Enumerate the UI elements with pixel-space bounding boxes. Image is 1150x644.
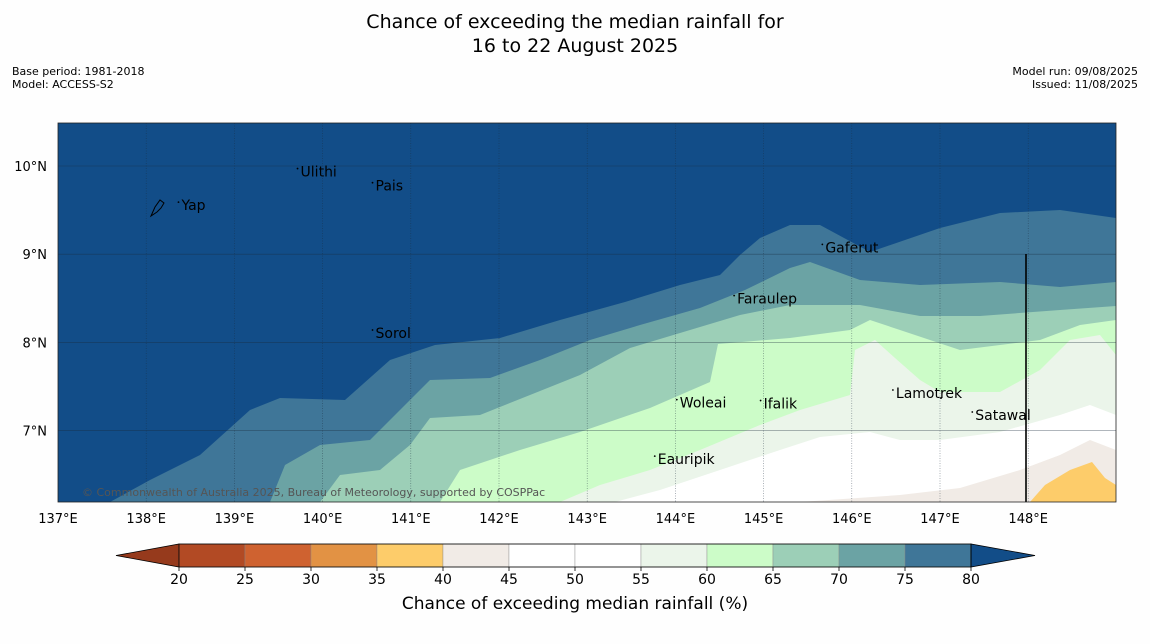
colorbar-tick-label: 55 [632,572,650,588]
longitude-label: 145°E [744,512,784,527]
latitude-label: 10°N [14,160,47,175]
island-marker [371,329,374,331]
place-label: Eauripik [658,452,716,468]
island-marker [371,181,374,184]
colorbar-tick-label: 60 [698,572,716,588]
colorbar-segment [310,543,378,568]
colorbar-tick-label: 75 [896,572,914,588]
place-label: Pais [376,179,404,195]
model-name: Model: ACCESS-S2 [12,78,114,91]
place-label: Lamotrek [896,386,963,402]
place-label: Sorol [376,326,411,342]
longitude-label: 146°E [832,512,872,527]
colorbar: 20 25 30 35 40 45 50 55 60 65 70 75 80 [115,543,1036,588]
base-period: Base period: 1981-2018 [12,65,145,78]
colorbar-tick-label: 70 [830,572,848,588]
longitude-label: 137°E [38,512,78,527]
colorbar-segment [706,543,774,568]
colorbar-segment [772,543,840,568]
island-marker [733,294,736,297]
island-marker [675,398,678,401]
colorbar-segment [508,543,576,568]
longitude-label: 148°E [1008,512,1048,527]
place-markers: Ulithi Pais Yap Gaferut Faraulep Sorol Lamotre… [149,165,1031,468]
place-label: Faraulep [737,292,797,308]
island-marker [653,455,656,458]
colorbar-tick-label: 35 [368,572,386,588]
colorbar-tick-label: 65 [764,572,782,588]
colorbar-tick-label: 30 [302,572,320,588]
colorbar-tick-label: 20 [170,572,188,588]
title-line-2: 16 to 22 August 2025 [471,35,679,57]
longitude-label: 147°E [920,512,960,527]
colorbar-segment [574,543,642,568]
longitude-label: 144°E [656,512,696,527]
longitude-label: 139°E [215,512,255,527]
band-45-55 [615,405,1116,502]
longitude-labels: 137°E 138°E 139°E 140°E 141°E 142°E 143°E 144°E… [38,512,1048,527]
island-marker [971,411,974,413]
longitude-label: 141°E [391,512,431,527]
meta-left: Base period: 1981-2018 Model: ACCESS-S2 [12,65,144,91]
model-run: Model run: 09/08/2025 [1012,65,1138,78]
longitude-label: 140°E [303,512,343,527]
band-40-45 [800,440,1116,502]
colorbar-segment [178,543,246,568]
island-marker [821,243,824,246]
island-marker [296,167,299,170]
band-35-40 [1030,462,1116,502]
longitude-label: 142°E [479,512,519,527]
colorbar-segment [640,543,708,568]
colorbar-tick-label: 25 [236,572,254,588]
colorbar-segment [376,543,444,568]
colorbar-label: Chance of exceeding median rainfall (%) [401,594,749,614]
longitude-label: 138°E [126,512,166,527]
colorbar-tick-label: 80 [962,572,980,588]
colorbar-segment [442,543,510,568]
island-marker [759,399,762,402]
contour-fields [58,123,1116,502]
colorbar-segment [904,543,972,568]
map-title: Chance of exceeding the median rainfall … [0,10,1150,58]
latitude-label: 9°N [23,248,48,263]
latitude-label: 7°N [23,425,48,440]
latitude-label: 8°N [23,336,48,351]
colorbar-segment [838,543,906,568]
map-frame [57,122,1117,503]
meta-right: Model run: 09/08/2025 Issued: 11/08/2025 [1012,65,1138,91]
colorbar-under-arrow [115,543,180,568]
colorbar-tick-label: 50 [566,572,584,588]
place-label: Ifalik [764,397,798,413]
place-label: Yap [180,198,205,214]
colorbar-tick-label: 45 [500,572,518,588]
island-marker [940,397,942,399]
island-marker [892,389,894,391]
graticule [58,123,1116,502]
longitude-label: 143°E [567,512,607,527]
place-label: Woleai [680,396,727,412]
copyright-text: © Commonwealth of Australia 2025, Bureau… [82,486,545,499]
place-label: Ulithi [301,165,337,181]
place-label: Gaferut [825,240,879,256]
colorbar-segment [244,543,312,568]
issued-date: Issued: 11/08/2025 [1031,78,1138,91]
colorbar-over-arrow [970,543,1036,568]
colorbar-tick-label: 40 [434,572,452,588]
island-marker [177,201,180,204]
title-line-1: Chance of exceeding the median rainfall … [366,11,784,33]
latitude-labels: 10°N 9°N 8°N 7°N [14,160,47,440]
yap-island-outline [149,199,165,218]
place-label: Satawal [975,408,1030,424]
